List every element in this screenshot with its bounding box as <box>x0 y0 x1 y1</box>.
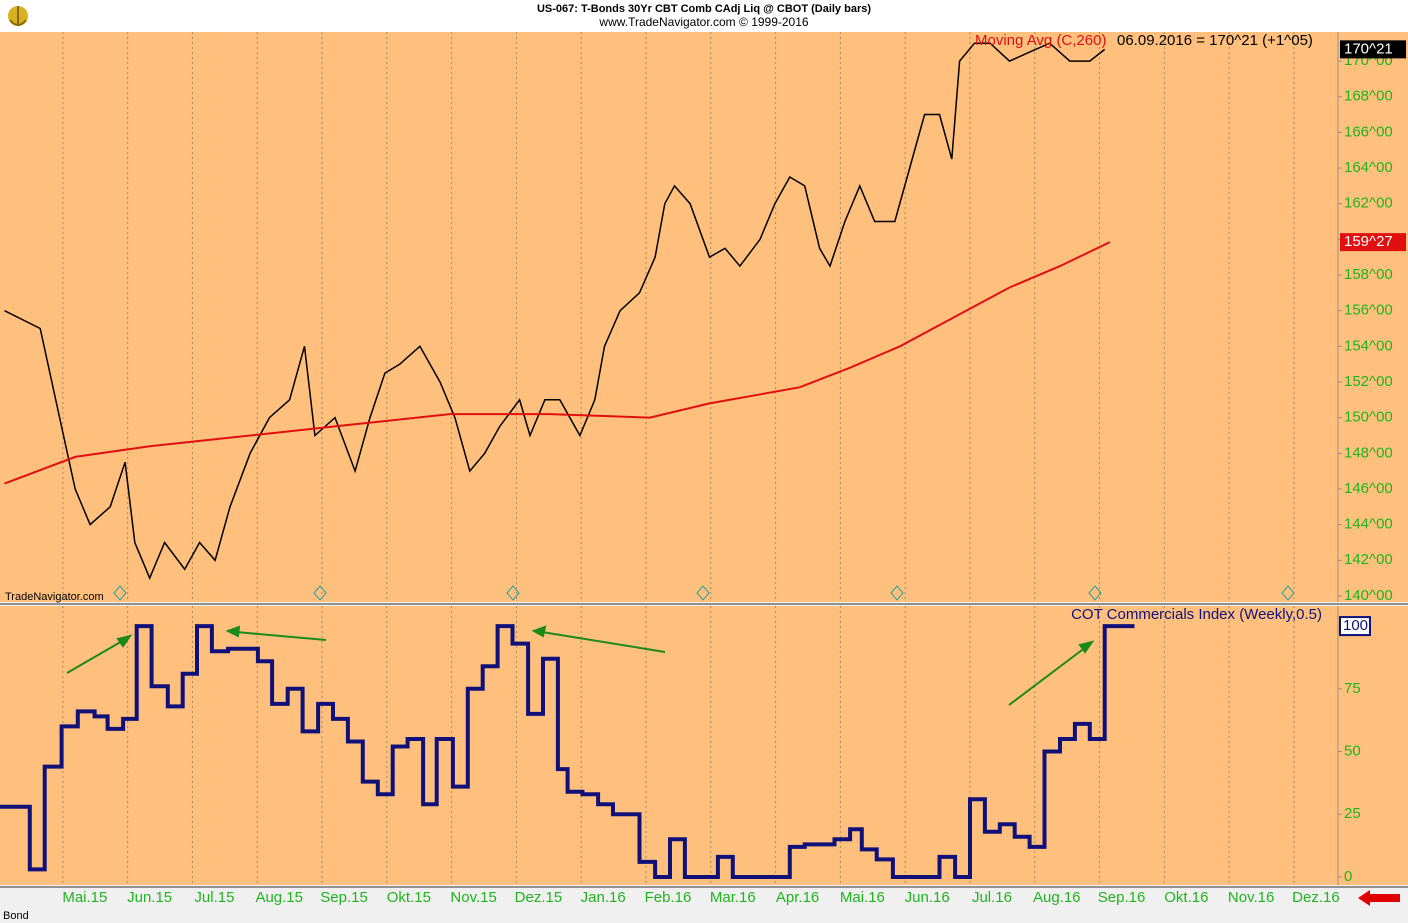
y-tick-label: 140^00 <box>1344 587 1393 604</box>
logo <box>8 6 28 26</box>
cot-panel: Mai.15 Jun.15 Jul.15 Aug.15 Sep.15 Okt.15 Nov.… <box>0 606 1408 906</box>
series-line <box>4 42 1106 581</box>
legend-entry: COT Commercials Index (Weekly,0.5) <box>1071 606 1322 623</box>
x-tick-label: Aug.15 <box>255 889 303 906</box>
y-tick-label: 162^00 <box>1344 195 1393 212</box>
x-tick-label: Dez.16 <box>1292 889 1340 906</box>
price-panel: 140^00 142^00 144^00 146^00 148^00 150^00 152^… <box>0 32 1408 605</box>
chart-title: US-067: T-Bonds 30Yr CBT Comb CAdj Liq @… <box>537 3 871 15</box>
y-tick-label: 168^00 <box>1344 88 1393 105</box>
y-tick-label: 158^00 <box>1344 266 1393 283</box>
legend-entry: Moving Avg (C,260) <box>975 32 1106 49</box>
scroll-arrow[interactable] <box>1358 890 1400 906</box>
y-tick-label: 150^00 <box>1344 409 1393 426</box>
x-tick-label: Okt.16 <box>1164 889 1208 906</box>
x-tick-label: Mai.15 <box>62 889 107 906</box>
y-tick-label: 166^00 <box>1344 123 1393 140</box>
last-value-tag <box>1340 40 1406 59</box>
x-tick-label: Mai.16 <box>840 889 885 906</box>
last-value-label: 170^21 <box>1344 40 1393 57</box>
y-tick-label: 25 <box>1344 805 1361 822</box>
y-tick-label: 142^00 <box>1344 551 1393 568</box>
y-tick-label: 154^00 <box>1344 337 1393 354</box>
y-tick-label: 148^00 <box>1344 444 1393 461</box>
last-value-label: 100 <box>1343 617 1368 634</box>
x-tick-label: Nov.16 <box>1228 889 1274 906</box>
x-tick-label: Nov.15 <box>450 889 496 906</box>
y-tick-label: 144^00 <box>1344 516 1393 533</box>
watermark: TradeNavigator.com <box>5 591 104 603</box>
last-value-tag <box>1339 616 1371 637</box>
x-tick-label: Jan.16 <box>581 889 626 906</box>
y-tick-label: 75 <box>1344 680 1361 697</box>
x-tick-label: Jun.15 <box>127 889 172 906</box>
y-tick-label: 50 <box>1344 742 1361 759</box>
x-tick-label: Aug.16 <box>1033 889 1081 906</box>
x-tick-label: Jun.16 <box>905 889 950 906</box>
y-tick-label: 152^00 <box>1344 373 1393 390</box>
x-tick-label: Okt.15 <box>387 889 431 906</box>
legend-value: 06.09.2016 = 170^21 (+1^05) <box>1117 32 1313 49</box>
x-tick-label: Sep.15 <box>320 889 368 906</box>
axis-area <box>1338 606 1408 885</box>
x-tick-label: Sep.16 <box>1098 889 1146 906</box>
footer: Bond <box>3 910 29 922</box>
annotation-arrows <box>66 625 1095 706</box>
x-tick-label: Dez.15 <box>515 889 563 906</box>
series-line <box>0 624 1135 879</box>
chart-subtitle: www.TradeNavigator.com © 1999-2016 <box>598 15 808 29</box>
header-bg <box>0 0 1408 32</box>
series-line <box>4 241 1111 485</box>
x-tick-label: Mar.16 <box>710 889 756 906</box>
x-tick-label: Jul.15 <box>194 889 234 906</box>
y-tick-label: 156^00 <box>1344 302 1393 319</box>
y-tick-label: 164^00 <box>1344 159 1393 176</box>
y-tick-label: 0 <box>1344 868 1352 885</box>
event-markers <box>113 585 1295 601</box>
x-tick-label: Feb.16 <box>645 889 692 906</box>
plot-area <box>0 32 1338 602</box>
x-tick-label: Jul.16 <box>972 889 1012 906</box>
x-tick-label: Apr.16 <box>776 889 819 906</box>
last-value-tag <box>1340 233 1406 252</box>
axis-area <box>1338 32 1408 602</box>
y-tick-label: 146^00 <box>1344 480 1393 497</box>
last-value-label: 159^27 <box>1344 233 1393 250</box>
